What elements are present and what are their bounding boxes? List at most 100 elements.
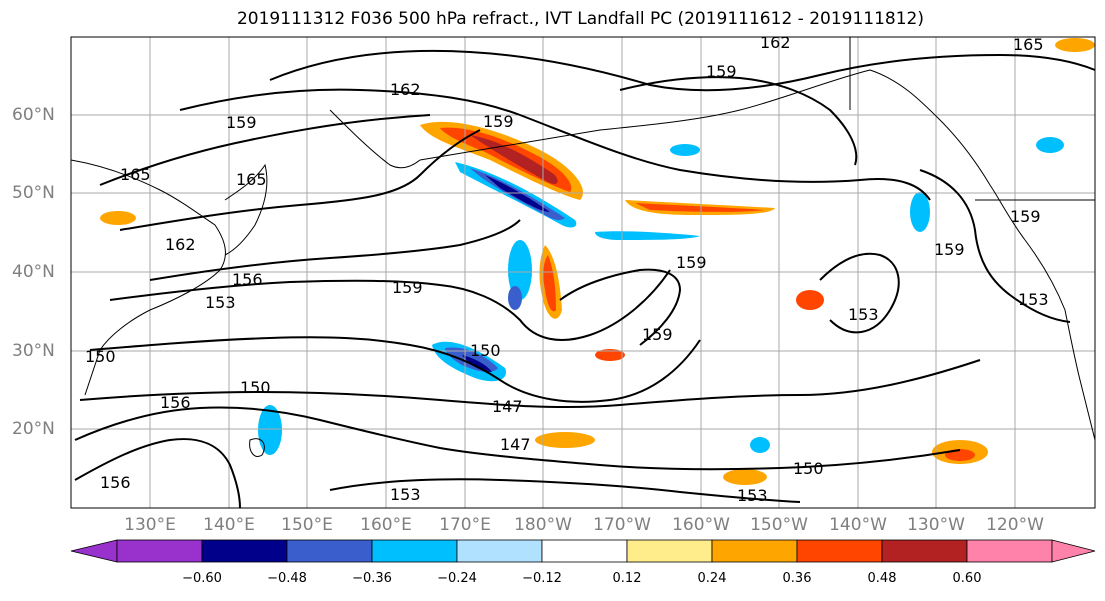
lon-label: 170°E — [439, 515, 491, 535]
colorbar-segment — [116, 539, 203, 563]
contour-line — [89, 336, 701, 403]
negative-blob-inner — [462, 355, 492, 372]
colorbar-extend-high — [1051, 539, 1096, 563]
lon-label: 130°W — [907, 515, 965, 535]
contour-label: 150 — [470, 341, 501, 360]
contour-label: 159 — [934, 240, 965, 259]
map-title: 2019111312 F036 500 hPa refract., IVT La… — [236, 9, 924, 29]
contour-line — [179, 88, 931, 201]
colorbar-tick-label: 0.48 — [867, 571, 897, 586]
canada-border — [849, 37, 1095, 201]
japan-coast — [224, 163, 268, 256]
colorbar-segment — [456, 539, 543, 563]
colorbar-tick-label: 0.24 — [697, 571, 727, 586]
lat-label: 40°N — [12, 262, 55, 282]
contour-labels: 162 165 159 162 159 165 165 162 156 153 … — [85, 33, 1049, 505]
colorbar-tick-label: −0.60 — [182, 571, 222, 586]
colorbar-tick-label: −0.36 — [352, 571, 392, 586]
colorbar-tick-label: −0.48 — [267, 571, 307, 586]
contour-line — [619, 76, 858, 166]
contour-line — [109, 269, 671, 341]
colorbar — [70, 539, 1096, 563]
contour-line — [79, 359, 981, 409]
small-blob — [100, 211, 136, 225]
lat-label: 20°N — [12, 419, 55, 439]
contour-label: 162 — [165, 235, 196, 254]
small-blob — [910, 192, 930, 232]
contour-lines — [74, 49, 1096, 509]
small-blob — [535, 432, 595, 448]
small-blob — [670, 144, 700, 156]
contour-label: 153 — [737, 486, 768, 505]
kamchatka-coast — [329, 109, 421, 169]
contour-label: 153 — [205, 293, 236, 312]
colorbar-segment — [881, 539, 968, 563]
small-blob — [1036, 137, 1064, 153]
colorbar-segment — [371, 539, 458, 563]
small-blob — [258, 405, 282, 455]
contour-label: 147 — [492, 397, 523, 416]
contour-line — [269, 49, 1096, 92]
contour-label: 159 — [226, 113, 257, 132]
taiwan-coast — [249, 438, 265, 457]
contour-line — [99, 114, 431, 186]
contour-label: 153 — [1018, 290, 1049, 309]
shaded-regions — [100, 38, 1095, 485]
lon-label: 160°E — [360, 515, 412, 535]
small-blob — [750, 437, 770, 453]
aleutian-coast — [419, 109, 741, 161]
contour-label: 165 — [120, 165, 151, 184]
contour-line — [74, 438, 241, 509]
colorbar-tick-label: 0.36 — [782, 571, 812, 586]
contour-line — [329, 478, 801, 503]
lon-label: 140°E — [203, 515, 255, 535]
lon-label: 150°W — [750, 515, 808, 535]
blue-streak — [595, 231, 700, 240]
contour-label: 165 — [1013, 35, 1044, 54]
colorbar-segment — [796, 539, 883, 563]
contour-line — [819, 252, 900, 334]
contour-line — [919, 169, 1071, 323]
contour-label: 156 — [232, 270, 263, 289]
small-blob — [508, 286, 522, 310]
contour-label: 150 — [85, 347, 116, 366]
small-blob — [508, 240, 532, 300]
lat-label: 60°N — [12, 105, 55, 125]
contour-label: 156 — [160, 393, 191, 412]
lon-label: 170°W — [593, 515, 651, 535]
contour-label: 159 — [483, 112, 514, 131]
contour-label: 159 — [676, 253, 707, 272]
lon-label: 120°W — [986, 515, 1044, 535]
colorbar-tick-label: −0.24 — [437, 571, 477, 586]
lon-label: 160°W — [672, 515, 730, 535]
contour-label: 162 — [760, 33, 791, 52]
colorbar-tick-label: 0.60 — [952, 571, 982, 586]
small-blob — [595, 349, 625, 361]
contour-label: 150 — [793, 459, 824, 478]
contour-label: 153 — [390, 485, 421, 504]
small-blob — [723, 469, 767, 485]
contour-label: 150 — [240, 378, 271, 397]
contour-label: 159 — [1010, 207, 1041, 226]
colorbar-segment — [201, 539, 288, 563]
colorbar-extend-low — [70, 539, 118, 563]
lon-label: 180°W — [514, 515, 572, 535]
colorbar-segment — [286, 539, 373, 563]
map-frame — [70, 36, 1096, 509]
small-blob — [796, 290, 824, 310]
lon-label: 130°E — [124, 515, 176, 535]
lat-label: 50°N — [12, 183, 55, 203]
colorbar-segment — [626, 539, 713, 563]
contour-label: 147 — [500, 435, 531, 454]
contour-line — [559, 268, 682, 346]
positive-anomaly-inner — [470, 135, 558, 185]
contour-line — [149, 219, 521, 281]
lat-label: 30°N — [12, 341, 55, 361]
contour-line — [119, 129, 481, 231]
colorbar-segment — [711, 539, 798, 563]
contour-line — [74, 406, 961, 471]
contour-label: 162 — [390, 80, 421, 99]
contour-label: 159 — [392, 278, 423, 297]
na-west-coast — [1024, 239, 1096, 441]
